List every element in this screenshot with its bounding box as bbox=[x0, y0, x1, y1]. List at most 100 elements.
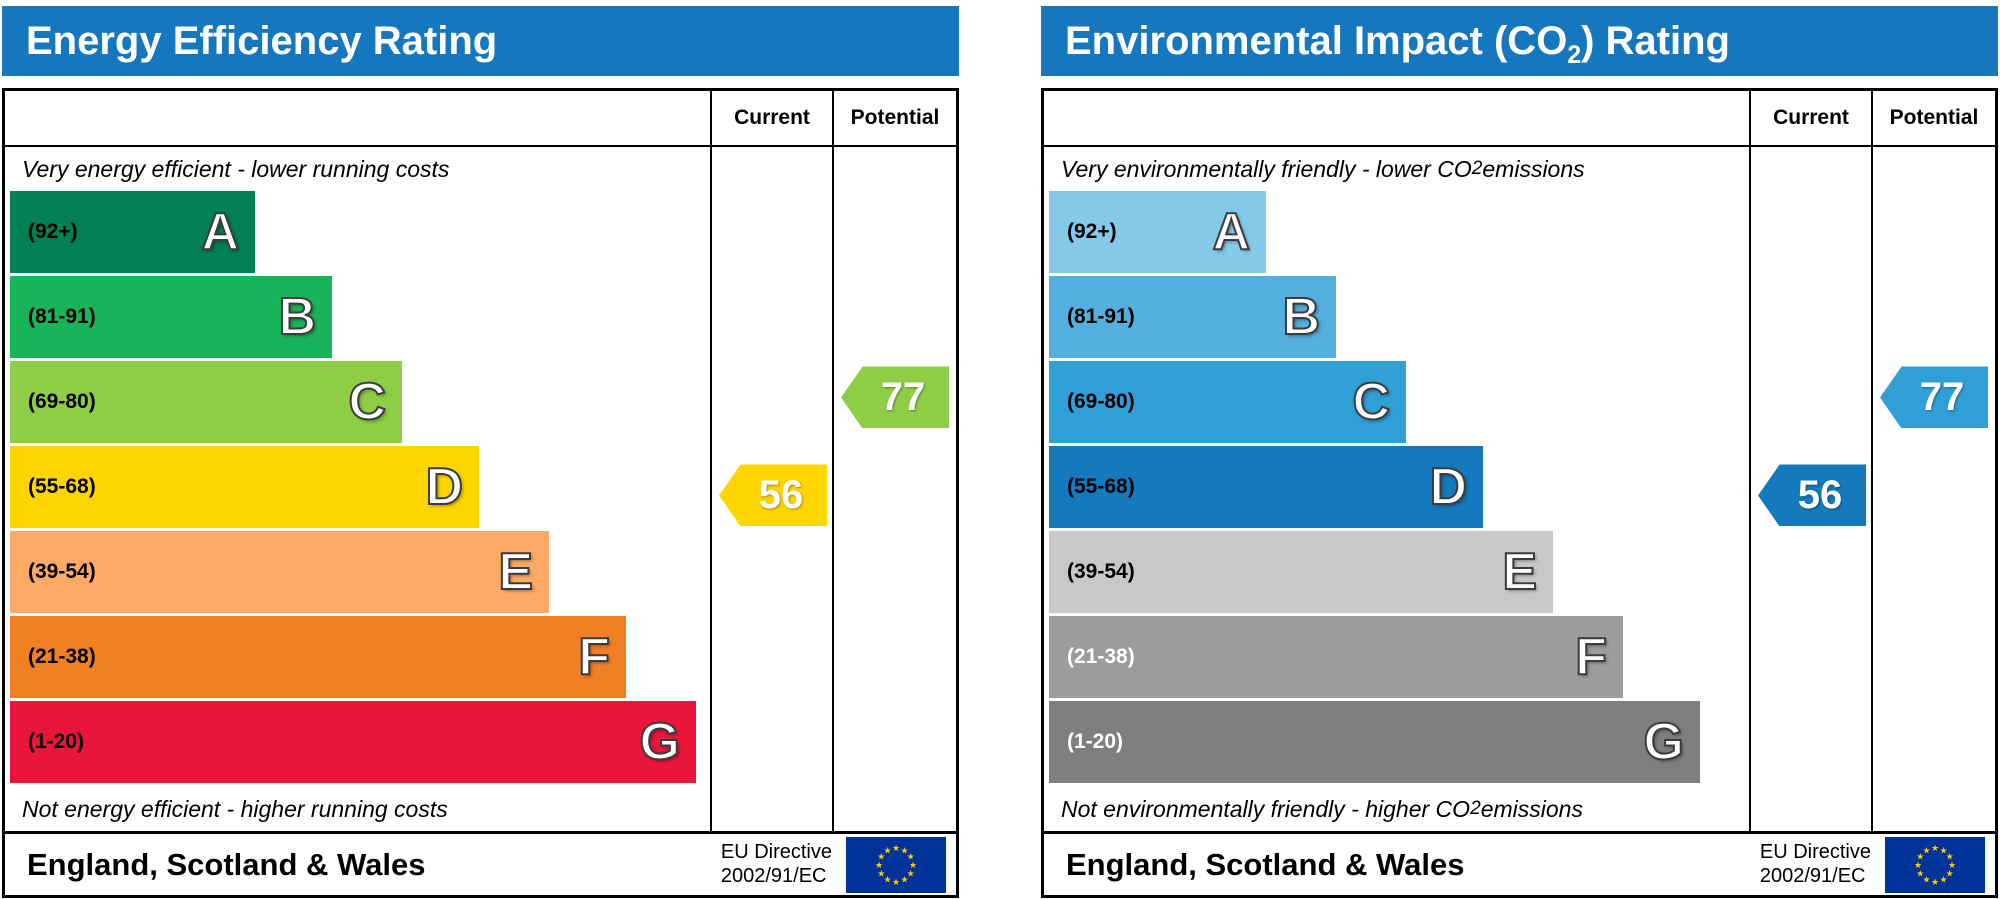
svg-text:★: ★ bbox=[907, 869, 915, 879]
band-range-label: (39-54) bbox=[1067, 560, 1135, 583]
svg-text:★: ★ bbox=[900, 846, 908, 856]
svg-text:★: ★ bbox=[907, 852, 915, 862]
table-header-row: Current Potential bbox=[5, 91, 956, 147]
band-row: (69-80) C bbox=[10, 361, 710, 443]
band-row: (69-80) C bbox=[1049, 361, 1749, 443]
bands-column: Very energy efficient - lower running co… bbox=[5, 147, 712, 831]
eu-directive-line2: 2002/91/EC bbox=[1759, 864, 1866, 887]
band-letter: G bbox=[639, 713, 681, 771]
band-range-label: (81-91) bbox=[1067, 305, 1135, 328]
band-f: (21-38) F bbox=[1049, 616, 1623, 698]
eu-directive-line1: EU Directive bbox=[720, 840, 832, 863]
band-letter: D bbox=[1428, 458, 1468, 516]
band-range-label: (21-38) bbox=[1067, 645, 1135, 668]
svg-text:★: ★ bbox=[900, 875, 908, 885]
band-row: (55-68) D bbox=[10, 446, 710, 528]
svg-text:★: ★ bbox=[883, 875, 891, 885]
title-text: Environmental Impact (CO bbox=[1065, 19, 1568, 63]
band-row: (81-91) B bbox=[1049, 276, 1749, 358]
band-range-label: (21-38) bbox=[28, 645, 96, 668]
band-e: (39-54) E bbox=[1049, 531, 1553, 613]
band-b: (81-91) B bbox=[10, 276, 332, 358]
chart-footer: England, Scotland & Wales EU Directive 2… bbox=[5, 831, 956, 895]
rating-bands: (92+) A (81-91) B (69-80) C (55-68) D (39-54… bbox=[10, 191, 710, 786]
top-note-text-post: emissions bbox=[1482, 155, 1585, 182]
band-letter: A bbox=[200, 203, 240, 261]
svg-text:★: ★ bbox=[1922, 846, 1930, 856]
current-column-header: Current bbox=[712, 91, 834, 145]
svg-text:★: ★ bbox=[883, 846, 891, 856]
bottom-note: Not energy efficient - higher running co… bbox=[10, 786, 710, 832]
region-label: England, Scotland & Wales bbox=[1066, 846, 1465, 882]
top-note: Very energy efficient - lower running co… bbox=[10, 147, 710, 191]
band-letter: D bbox=[424, 458, 464, 516]
band-row: (39-54) E bbox=[1049, 531, 1749, 613]
band-c: (69-80) C bbox=[1049, 361, 1406, 443]
band-range-label: (1-20) bbox=[1067, 730, 1124, 753]
top-note-text: Very energy efficient - lower running co… bbox=[22, 155, 450, 182]
potential-rating-value: 77 bbox=[880, 374, 926, 419]
potential-rating-value: 77 bbox=[1919, 374, 1965, 419]
potential-rating-arrow: 77 bbox=[841, 366, 949, 429]
band-row: (1-20) G bbox=[10, 701, 710, 783]
eu-directive-label: EU Directive 2002/91/EC bbox=[721, 841, 832, 888]
bottom-note-text-post: emissions bbox=[1480, 795, 1583, 822]
band-range-label: (69-80) bbox=[1067, 390, 1135, 413]
chart-footer: England, Scotland & Wales EU Directive 2… bbox=[1044, 831, 1995, 895]
current-column: 56 bbox=[712, 147, 834, 831]
svg-text:★: ★ bbox=[892, 844, 900, 854]
energy-efficiency-panel: Energy Efficiency Rating Current Potenti… bbox=[2, 6, 959, 898]
band-row: (39-54) E bbox=[10, 531, 710, 613]
current-column-header: Current bbox=[1751, 91, 1873, 145]
table-header-row: Current Potential bbox=[1044, 91, 1995, 147]
band-row: (1-20) G bbox=[1049, 701, 1749, 783]
potential-column-header: Potential bbox=[1889, 106, 1979, 129]
band-row: (21-38) F bbox=[1049, 616, 1749, 698]
title-subscript: 2 bbox=[1567, 42, 1582, 69]
band-d: (55-68) D bbox=[1049, 446, 1483, 528]
co2-panel-title: Environmental Impact (CO2) Rating bbox=[1041, 6, 1998, 76]
potential-rating-arrow: 77 bbox=[1880, 366, 1988, 429]
band-letter: C bbox=[1351, 373, 1391, 431]
current-column: 56 bbox=[1751, 147, 1873, 831]
svg-text:★: ★ bbox=[1916, 869, 1924, 879]
eu-directive-line2: 2002/91/EC bbox=[720, 864, 827, 887]
title-text: Energy Efficiency Rating bbox=[26, 19, 498, 63]
band-range-label: (81-91) bbox=[28, 305, 96, 328]
band-a: (92+) A bbox=[10, 191, 255, 273]
band-range-label: (92+) bbox=[1067, 220, 1117, 243]
rating-bands: (92+) A (81-91) B (69-80) C (55-68) D (39-54… bbox=[1049, 191, 1749, 786]
band-range-label: (69-80) bbox=[28, 390, 96, 413]
band-g: (1-20) G bbox=[10, 701, 696, 783]
band-a: (92+) A bbox=[1049, 191, 1266, 273]
svg-text:★: ★ bbox=[1946, 852, 1954, 862]
band-letter: C bbox=[347, 373, 387, 431]
band-row: (92+) A bbox=[10, 191, 710, 273]
co2-rating-table: Current Potential Very environmentally f… bbox=[1041, 88, 1998, 898]
svg-text:★: ★ bbox=[1916, 852, 1924, 862]
current-rating-arrow: 56 bbox=[1758, 464, 1866, 527]
band-range-label: (92+) bbox=[28, 220, 78, 243]
band-f: (21-38) F bbox=[10, 616, 626, 698]
svg-text:★: ★ bbox=[1946, 869, 1954, 879]
svg-text:★: ★ bbox=[909, 861, 917, 871]
table-body: Very energy efficient - lower running co… bbox=[5, 147, 956, 831]
svg-text:★: ★ bbox=[1931, 878, 1939, 888]
top-note-subscript: 2 bbox=[1471, 158, 1483, 179]
environmental-impact-panel: Environmental Impact (CO2) Rating Curren… bbox=[1041, 6, 1998, 898]
energy-rating-table: Current Potential Very energy efficient … bbox=[2, 88, 959, 898]
bottom-note-text: Not environmentally friendly - higher CO bbox=[1061, 795, 1471, 822]
table-body: Very environmentally friendly - lower CO… bbox=[1044, 147, 1995, 831]
band-row: (21-38) F bbox=[10, 616, 710, 698]
current-rating-value: 56 bbox=[758, 472, 804, 517]
svg-text:★: ★ bbox=[1914, 861, 1922, 871]
band-d: (55-68) D bbox=[10, 446, 479, 528]
svg-text:★: ★ bbox=[875, 861, 883, 871]
eu-flag-icon: ★ ★★ ★★★ ★★★ ★★★ bbox=[1885, 836, 1985, 893]
band-letter: B bbox=[277, 288, 317, 346]
svg-text:★: ★ bbox=[1939, 875, 1947, 885]
svg-text:★: ★ bbox=[1948, 861, 1956, 871]
energy-panel-title: Energy Efficiency Rating bbox=[2, 6, 959, 76]
bands-column: Very environmentally friendly - lower CO… bbox=[1044, 147, 1751, 831]
